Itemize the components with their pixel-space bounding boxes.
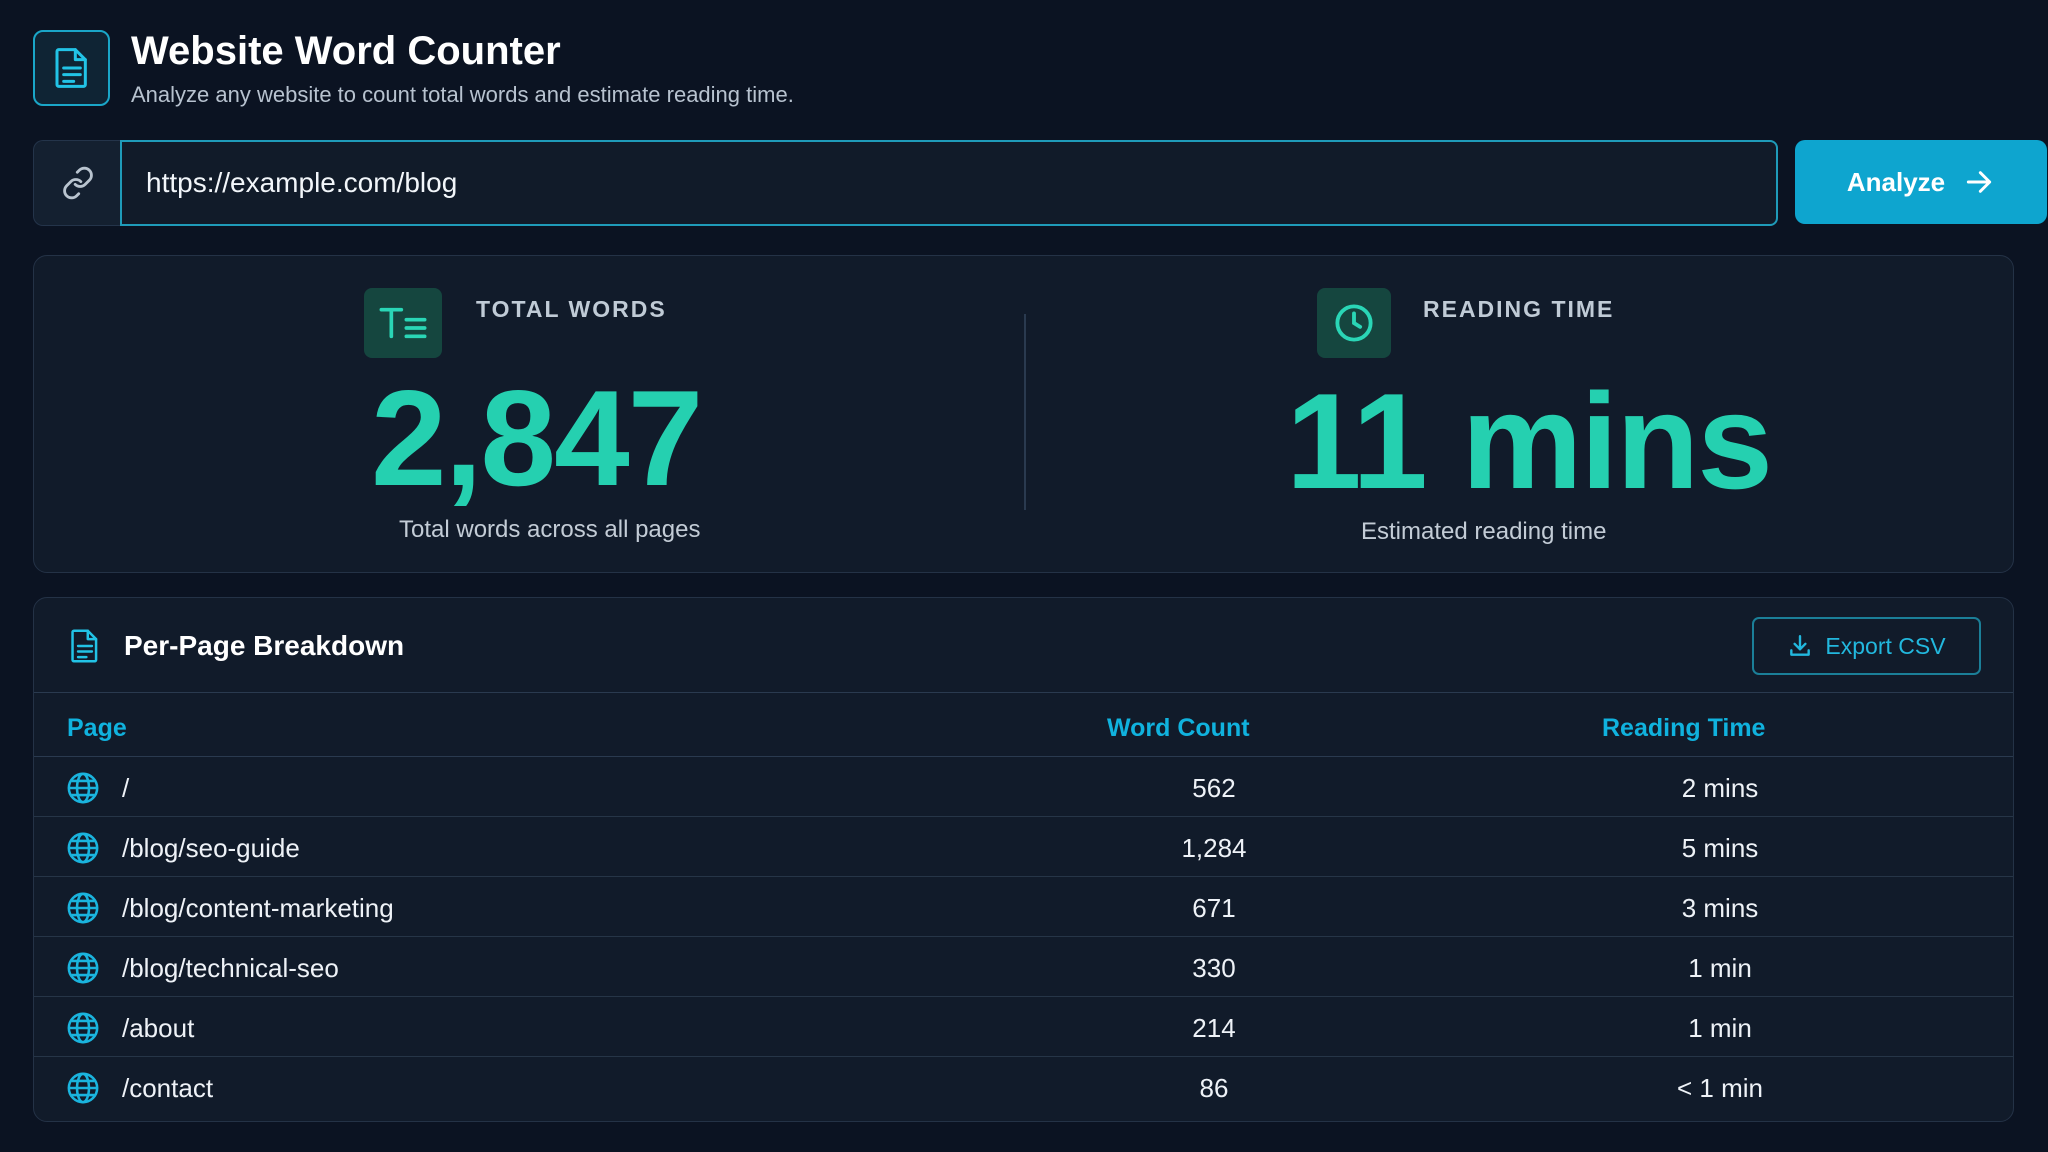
breakdown-header: Per-Page Breakdown Export CSV xyxy=(34,598,2013,693)
row-page[interactable]: / xyxy=(122,773,130,803)
reading-time-icon-box xyxy=(1317,288,1391,358)
export-csv-button[interactable]: Export CSV xyxy=(1752,617,1981,675)
export-csv-label: Export CSV xyxy=(1825,632,1946,659)
row-page[interactable]: /blog/seo-guide xyxy=(122,833,300,863)
app-logo xyxy=(33,30,110,106)
row-word-count: 671 xyxy=(1192,893,1236,923)
row-page[interactable]: /blog/content-marketing xyxy=(122,893,394,923)
total-words-icon-box xyxy=(364,288,442,358)
globe-icon xyxy=(67,832,99,864)
url-input[interactable] xyxy=(120,140,1778,226)
column-header-page[interactable]: Page xyxy=(67,714,127,742)
table-row[interactable]: /blog/technical-seo 330 1 min xyxy=(34,937,2013,997)
table-row[interactable]: /blog/seo-guide 1,284 5 mins xyxy=(34,817,2013,877)
breakdown-card: Per-Page Breakdown Export CSV Page Word … xyxy=(33,597,2014,1122)
reading-time-caption: Estimated reading time xyxy=(1361,518,1607,545)
table-row[interactable]: /blog/content-marketing 671 3 mins xyxy=(34,877,2013,937)
download-icon xyxy=(1790,635,1811,656)
row-word-count: 1,284 xyxy=(1181,833,1247,863)
row-reading-time: 5 mins xyxy=(1681,833,1759,863)
column-header-reading-time[interactable]: Reading Time xyxy=(1602,714,1766,742)
row-word-count: 86 xyxy=(1199,1073,1229,1103)
column-header-word-count[interactable]: Word Count xyxy=(1107,714,1250,742)
table-row[interactable]: / 562 2 mins xyxy=(34,757,2013,817)
app-header: Website Word Counter Analyze any website… xyxy=(33,28,794,107)
row-reading-time: 3 mins xyxy=(1681,893,1759,923)
page-subtitle: Analyze any website to count total words… xyxy=(131,81,794,107)
total-words-label: TOTAL WORDS xyxy=(476,296,667,322)
analyze-button[interactable]: Analyze xyxy=(1795,140,2047,224)
table-row[interactable]: /contact 86 < 1 min xyxy=(34,1057,2013,1117)
breakdown-rows: / 562 2 mins /blog/seo-guide 1,284 5 min… xyxy=(34,757,2013,1117)
text-icon xyxy=(379,307,427,339)
stats-card: TOTAL WORDS 2,847 Total words across all… xyxy=(33,255,2014,573)
reading-time-value: 11 mins xyxy=(1286,365,1773,517)
row-page[interactable]: /about xyxy=(122,1013,195,1043)
row-word-count: 214 xyxy=(1192,1013,1236,1043)
url-icon-box xyxy=(33,140,121,226)
document-icon xyxy=(71,629,98,663)
clock-icon xyxy=(1335,304,1373,342)
row-word-count: 330 xyxy=(1192,953,1236,983)
total-words-value: 2,847 xyxy=(371,362,703,514)
analyze-label: Analyze xyxy=(1846,166,1946,197)
total-words-caption: Total words across all pages xyxy=(399,516,701,543)
arrow-right-icon xyxy=(1966,171,1992,193)
breakdown-title: Per-Page Breakdown xyxy=(124,630,405,661)
link-icon xyxy=(62,166,93,200)
column-header-divider xyxy=(34,756,2013,757)
stats-divider xyxy=(1024,314,1026,510)
globe-icon xyxy=(67,772,99,804)
document-icon xyxy=(55,48,87,88)
url-bar: Analyze xyxy=(33,140,2047,226)
table-row[interactable]: /about 214 1 min xyxy=(34,997,2013,1057)
row-reading-time: 2 mins xyxy=(1681,773,1759,803)
page-title: Website Word Counter xyxy=(131,28,561,73)
row-word-count: 562 xyxy=(1192,773,1236,803)
row-reading-time: < 1 min xyxy=(1677,1073,1763,1103)
row-page[interactable]: /contact xyxy=(122,1073,214,1103)
globe-icon xyxy=(67,1072,99,1104)
row-reading-time: 1 min xyxy=(1688,1013,1752,1043)
reading-time-label: READING TIME xyxy=(1423,296,1615,322)
globe-icon xyxy=(67,952,99,984)
row-reading-time: 1 min xyxy=(1688,953,1752,983)
row-page[interactable]: /blog/technical-seo xyxy=(122,953,339,983)
globe-icon xyxy=(67,1012,99,1044)
globe-icon xyxy=(67,892,99,924)
